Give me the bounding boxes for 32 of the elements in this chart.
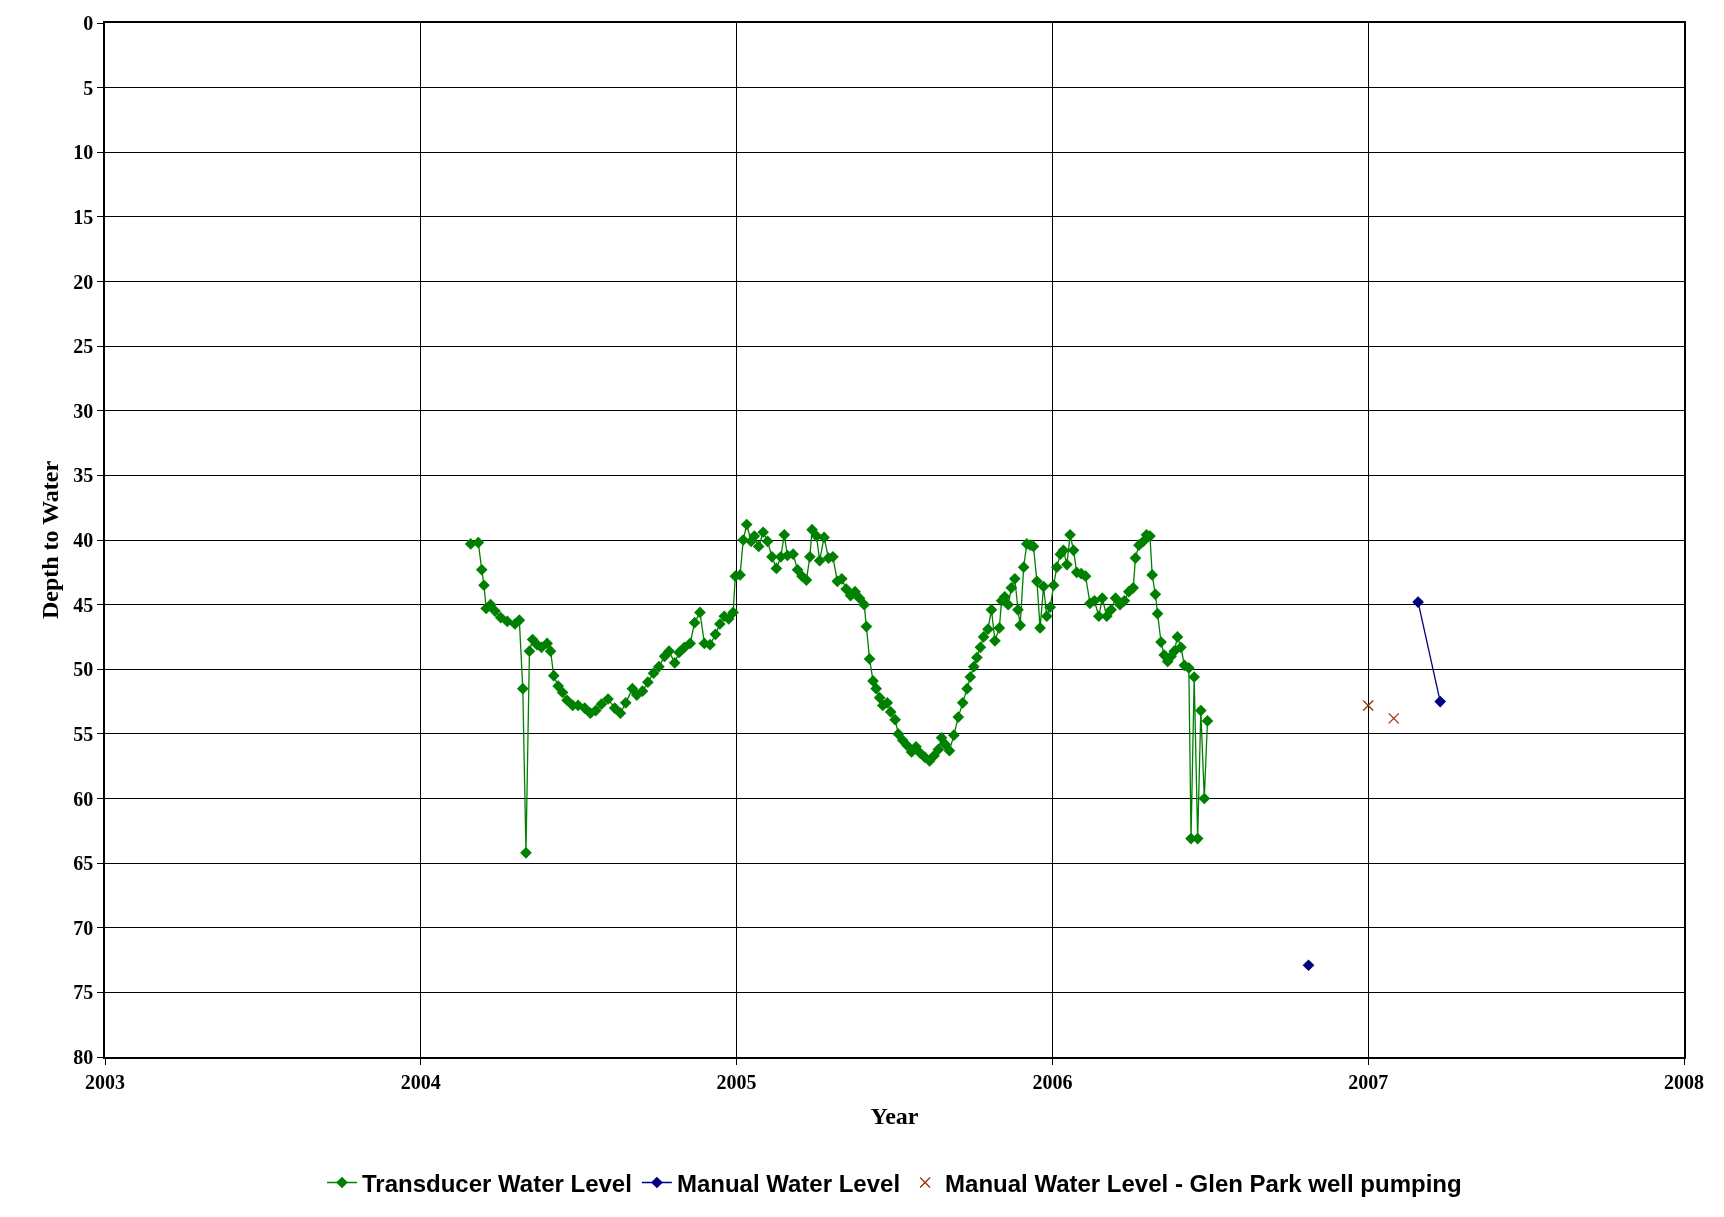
y-tick-label: 75 xyxy=(73,981,94,1004)
y-tick-label: 80 xyxy=(73,1046,94,1068)
x-tick-label: 2006 xyxy=(1032,1070,1073,1093)
y-tick-label: 45 xyxy=(73,593,94,616)
y-tick-label: 10 xyxy=(73,141,94,164)
y-tick-label: 0 xyxy=(83,12,94,34)
point xyxy=(1302,959,1315,972)
y-tick-label: 20 xyxy=(73,270,94,293)
y-tick-label: 30 xyxy=(73,399,94,422)
x-tick-label: 2008 xyxy=(1664,1070,1704,1093)
y-tick-label: 50 xyxy=(73,658,94,681)
y-tick-label: 40 xyxy=(73,529,94,551)
x-tick-label: 2004 xyxy=(400,1070,441,1093)
x-tick-label: 2003 xyxy=(85,1070,125,1093)
x-tick-label: 2007 xyxy=(1348,1070,1389,1093)
legend-label: Transducer Water Level xyxy=(362,1169,632,1197)
y-tick-label: 5 xyxy=(83,76,94,99)
y-tick-label: 70 xyxy=(73,916,94,939)
y-tick-label: 25 xyxy=(73,335,94,358)
y-tick-label: 35 xyxy=(73,464,94,487)
y-axis-title: Depth to Water xyxy=(36,460,63,620)
point xyxy=(1434,695,1447,708)
legend-label: Manual Water Level - Glen Park well pumping xyxy=(945,1169,1462,1197)
y-tick-label: 65 xyxy=(73,852,94,875)
y-tick-label: 55 xyxy=(73,722,94,745)
point xyxy=(1388,712,1400,725)
point xyxy=(1362,699,1374,712)
y-tick-label: 60 xyxy=(73,787,94,810)
x-tick-label: 2005 xyxy=(716,1070,757,1093)
x-axis-title: Year xyxy=(870,1102,919,1129)
y-tick-label: 15 xyxy=(73,205,94,228)
legend-label: Manual Water Level xyxy=(676,1169,901,1197)
